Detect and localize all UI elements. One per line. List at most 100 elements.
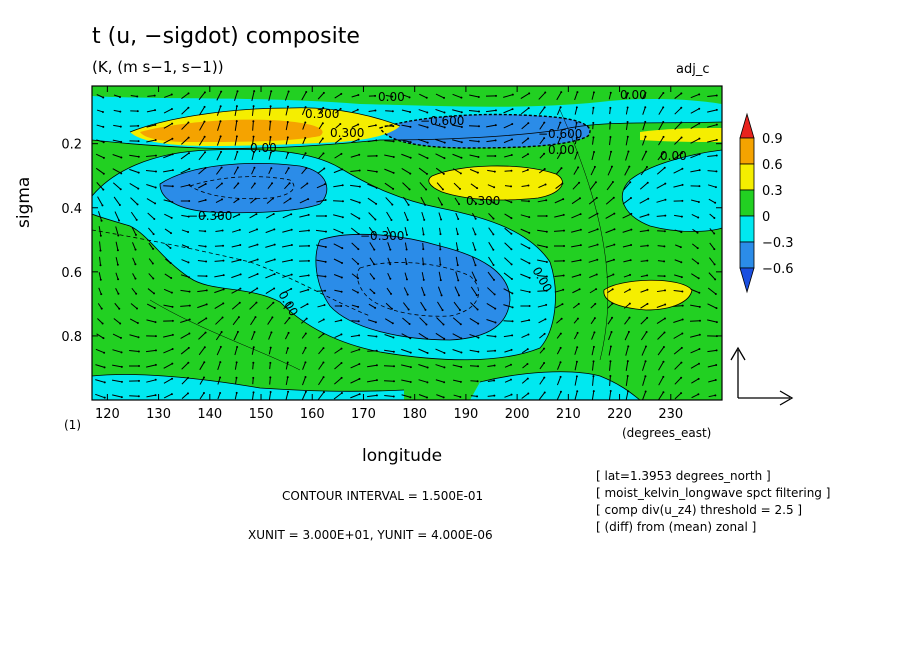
vector-arrow [181,122,189,130]
vector-arrow-head [340,347,343,350]
vector-arrow [215,317,223,325]
vector-arrow-head [256,258,259,261]
vector-arrow-head [476,171,479,174]
vector-arrow-head [222,244,225,247]
contour-line [428,165,563,201]
vector-arrow-head [286,347,289,350]
vector-arrow-head [443,351,446,354]
contour-line [378,113,591,149]
vector-arrow [198,346,206,356]
vector-arrow [146,364,156,368]
vector-arrow-head [527,333,530,336]
vector-arrow [384,334,394,338]
vector-arrow-head [134,277,137,280]
vector-arrow [452,109,462,113]
vector-arrow [384,349,394,353]
vector-arrow-head [594,181,597,184]
vector-arrow-head [510,153,513,156]
vector-arrow-head [610,165,613,168]
vector-arrow [419,317,427,325]
vector-arrow-head [442,396,445,399]
vector-arrow-head [626,121,629,124]
vector-arrow-head [715,123,718,126]
vector-arrow-head [153,94,156,97]
vector-arrow-head [545,275,548,278]
vector-arrow-head [577,302,580,305]
vector-arrow-head [171,137,174,140]
vector-arrow-head [153,306,156,309]
vector-arrow-head [698,333,701,336]
vector-arrow-head [612,273,615,276]
vector-arrow-head [152,233,155,236]
vector-arrow [658,121,664,131]
vector-arrow-head [136,307,139,310]
vector-arrow-head [458,187,461,190]
vector-arrow-head [101,110,104,113]
vector-arrow [112,349,122,353]
vector-arrow [438,271,442,281]
vector-arrow-head [562,244,565,247]
vector-arrow-head [511,138,514,141]
vector-arrow-head [422,278,425,281]
vector-arrow-head [511,123,514,126]
vector-arrow [369,242,375,250]
vector-arrow-head [269,346,272,349]
vector-arrow-head [443,126,446,129]
vector-arrow-head [324,289,327,292]
vector-arrow-head [576,331,579,334]
vector-arrow [367,169,377,173]
vector-arrow-head [561,303,564,306]
vector-arrow [690,123,700,129]
vector-arrow [469,349,479,353]
vector-arrow [504,170,512,172]
vector-arrow [146,139,156,143]
vector-arrow-head [409,125,412,128]
vector-arrow-head [492,248,495,251]
vector-arrow-head [406,219,409,222]
vector-arrow-head [269,376,272,379]
vector-arrow [640,331,648,341]
vector-arrow-head [562,259,565,262]
vector-arrow-head [664,182,667,185]
vector-arrow [707,170,717,172]
vector-arrow-head [153,217,156,220]
vector-arrow-head [269,120,272,123]
vector-arrow-head [239,287,242,290]
vector-arrow [589,288,597,294]
vector-arrow-head [697,200,700,203]
vector-arrow [453,379,461,383]
vector-arrow-head [715,349,718,352]
vector-arrow [439,257,441,265]
vector-arrow-head [559,106,562,109]
vector-arrow [115,241,119,251]
vector-arrow [625,136,629,146]
vector-arrow [132,257,136,265]
vector-arrow [97,211,103,221]
vector-arrow-head [696,247,699,250]
vector-arrow [625,92,629,100]
vector-arrow [318,152,324,160]
vector-arrow-head [204,151,207,154]
vector-arrow-head [221,229,224,232]
vector-arrow-head [392,365,395,368]
vector-arrow [455,212,459,220]
vector-arrow [284,182,290,190]
vector-arrow-head [477,155,480,158]
vector-arrow [367,197,377,205]
vector-arrow-head [324,183,327,186]
vector-arrow-head [510,263,513,266]
vector-arrow-head [235,105,238,108]
vector-arrow-head [409,366,412,369]
vector-arrow-head [358,348,361,351]
vector-arrow [403,211,409,221]
vector-arrow-head [628,302,631,305]
vector-arrow [470,286,478,296]
vector-arrow-head [392,336,395,339]
vector-arrow-head [458,308,461,311]
vector-arrow [573,318,579,324]
vector-arrow-head [663,245,666,248]
vector-arrow [537,304,547,308]
vector-arrow-head [357,262,360,265]
vector-arrow [469,168,479,174]
